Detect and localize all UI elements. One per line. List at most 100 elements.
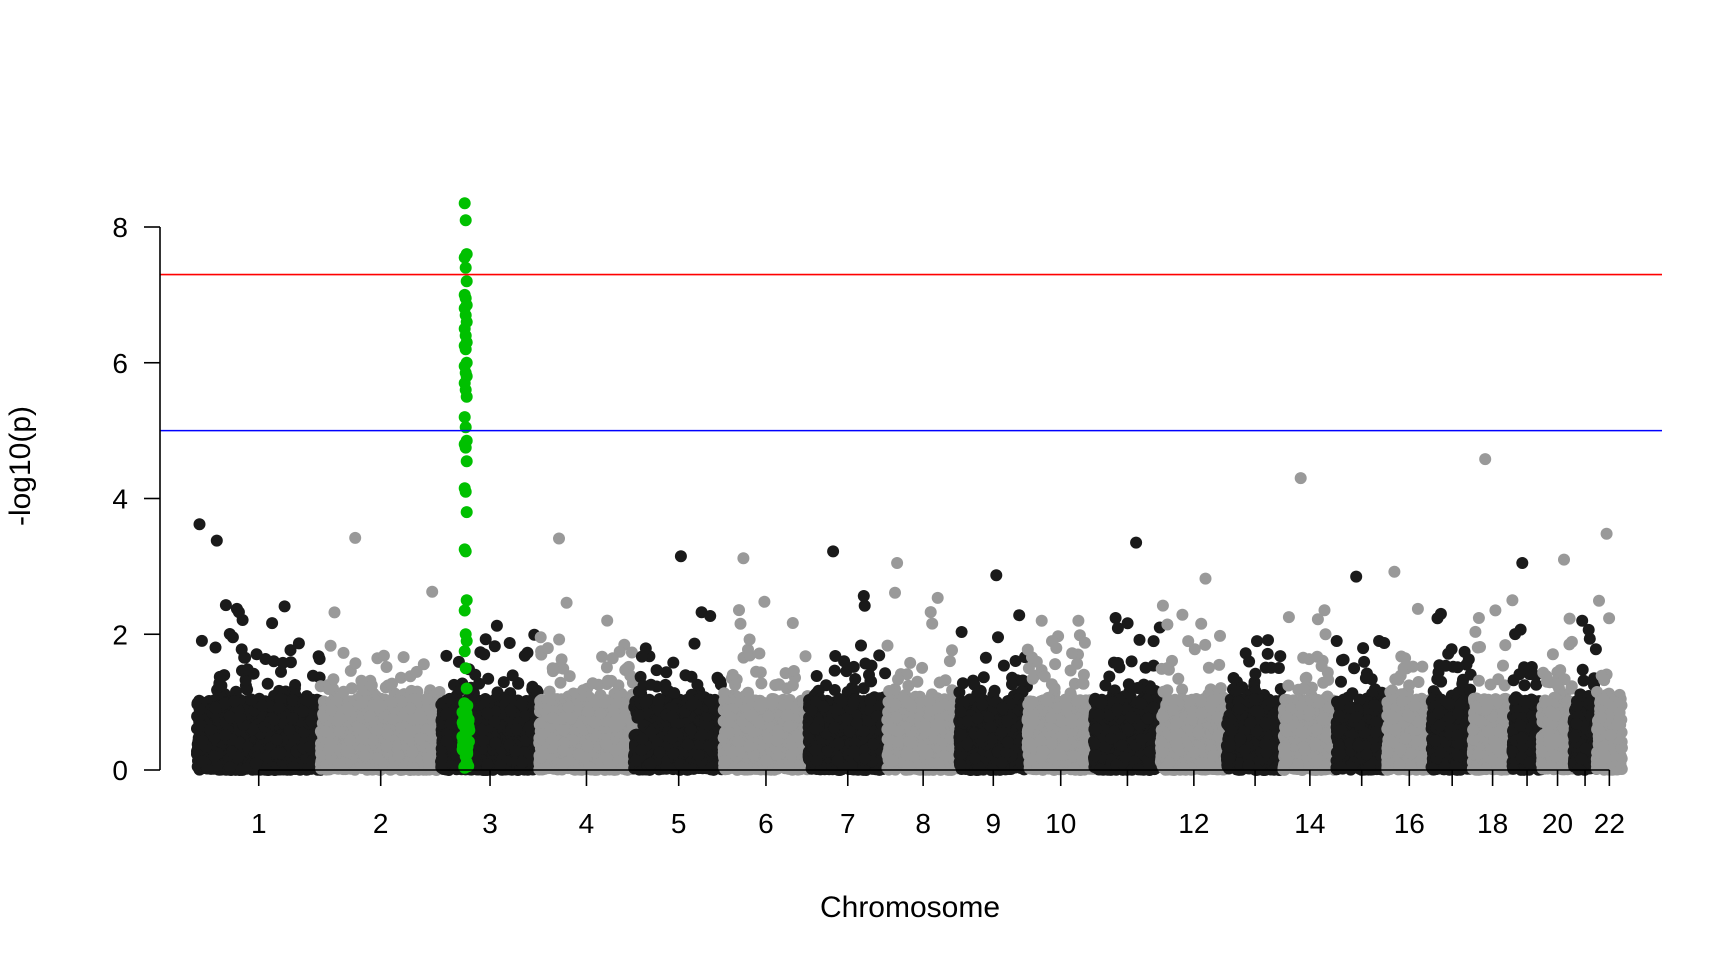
snp-point bbox=[308, 697, 321, 710]
snp-point bbox=[599, 737, 612, 750]
snp-point bbox=[562, 701, 575, 714]
snp-point bbox=[358, 749, 371, 762]
snp-point bbox=[560, 596, 573, 609]
snp-point bbox=[259, 653, 272, 665]
snp-point bbox=[349, 657, 362, 670]
snp-point bbox=[406, 713, 419, 726]
snp-point bbox=[489, 737, 502, 750]
snp-point bbox=[413, 732, 426, 745]
snp-point bbox=[228, 695, 241, 708]
snp-point bbox=[481, 758, 494, 771]
snp-point bbox=[204, 723, 217, 736]
snp-point bbox=[286, 712, 299, 725]
snp-point bbox=[224, 711, 237, 724]
snp-point bbox=[343, 734, 356, 747]
snp-point bbox=[276, 656, 289, 669]
snp-point bbox=[260, 750, 273, 763]
snp-point bbox=[422, 752, 435, 765]
snp-point bbox=[224, 761, 236, 774]
snp-point bbox=[541, 642, 554, 655]
snp-point bbox=[232, 606, 245, 619]
snp-point bbox=[510, 723, 523, 736]
snp-point bbox=[240, 762, 253, 775]
snp-point bbox=[287, 761, 300, 773]
snp-point bbox=[476, 724, 489, 737]
snp-point bbox=[490, 619, 503, 632]
snp-point bbox=[367, 699, 379, 712]
snp-point bbox=[586, 677, 599, 690]
snp-point bbox=[232, 751, 245, 764]
snp-point bbox=[209, 702, 222, 715]
snp-point bbox=[303, 741, 316, 753]
snp-point bbox=[581, 740, 594, 753]
snp-point bbox=[284, 644, 297, 657]
snp-point bbox=[337, 763, 350, 776]
snp-point bbox=[534, 631, 547, 644]
snp-point bbox=[208, 750, 221, 763]
snp-point bbox=[445, 717, 457, 730]
snp-point bbox=[479, 633, 492, 646]
snp-point bbox=[274, 747, 287, 760]
snp-point bbox=[275, 665, 287, 678]
snp-point bbox=[325, 703, 337, 716]
snp-point bbox=[509, 745, 522, 757]
snp-point bbox=[598, 696, 611, 708]
snp-point bbox=[385, 678, 398, 691]
snp-point bbox=[563, 670, 576, 683]
snp-point bbox=[588, 716, 601, 729]
snp-point bbox=[477, 734, 490, 747]
points-layer bbox=[191, 197, 1628, 776]
snp-point bbox=[535, 751, 548, 764]
snp-point bbox=[363, 710, 376, 723]
snp-point bbox=[557, 744, 570, 757]
snp-point bbox=[246, 723, 259, 736]
snp-point bbox=[219, 599, 232, 612]
snp-point bbox=[305, 715, 318, 727]
snp-point bbox=[516, 756, 529, 769]
snp-point bbox=[195, 634, 208, 647]
snp-point bbox=[596, 650, 609, 663]
snp-point bbox=[572, 748, 585, 761]
snp-point bbox=[193, 703, 206, 715]
snp-point bbox=[233, 711, 245, 724]
snp-point bbox=[556, 758, 569, 771]
snp-point bbox=[250, 648, 263, 661]
snp-point bbox=[610, 714, 622, 727]
snp-point bbox=[546, 712, 559, 724]
snp-point bbox=[292, 637, 305, 650]
snp-point bbox=[313, 653, 326, 665]
snp-point bbox=[194, 719, 207, 732]
snp-point bbox=[358, 728, 371, 741]
snp-point bbox=[426, 585, 439, 598]
snp-point bbox=[440, 649, 453, 662]
snp-point bbox=[287, 694, 300, 707]
snp-point bbox=[297, 705, 310, 718]
snp-point bbox=[380, 740, 393, 753]
snp-point bbox=[278, 600, 291, 613]
snp-point bbox=[410, 665, 423, 678]
snp-point bbox=[245, 693, 258, 706]
snp-point bbox=[223, 628, 236, 640]
snp-point bbox=[337, 646, 350, 659]
snp-point bbox=[539, 762, 552, 775]
snp-point bbox=[504, 704, 517, 717]
snp-point bbox=[546, 662, 559, 675]
snp-point bbox=[474, 646, 487, 659]
snp-point bbox=[601, 614, 614, 627]
snp-point bbox=[324, 639, 337, 652]
snp-point bbox=[241, 663, 254, 676]
snp-point bbox=[518, 649, 531, 662]
snp-point bbox=[209, 641, 222, 654]
snp-point bbox=[215, 679, 228, 692]
snp-point bbox=[385, 695, 398, 708]
snp-point bbox=[283, 724, 296, 737]
snp-point bbox=[386, 713, 399, 725]
snp-point bbox=[523, 720, 536, 733]
snp-point bbox=[473, 677, 486, 690]
snp-point bbox=[270, 733, 283, 746]
snp-point bbox=[602, 674, 614, 687]
snp-point bbox=[380, 661, 393, 673]
snp-point bbox=[328, 606, 341, 619]
snp-point bbox=[356, 762, 369, 774]
